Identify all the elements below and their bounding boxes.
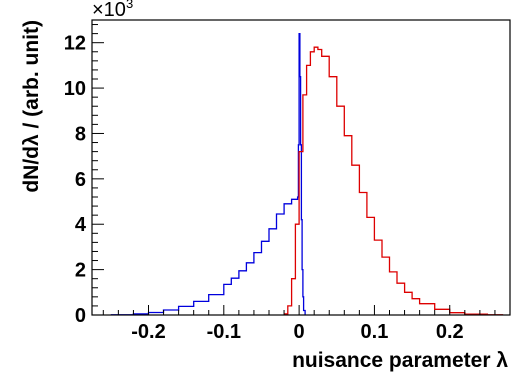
y-multiplier: ×103 <box>92 0 133 21</box>
data-layer <box>110 32 504 316</box>
y-multiplier-exp: 3 <box>126 0 133 11</box>
x-axis-title: nuisance parameter λ <box>292 349 508 372</box>
plot-frame <box>91 19 511 316</box>
y-axis-title: dN/dλ / (arb. unit) <box>20 20 43 193</box>
y-tick-label: 10 <box>64 78 86 100</box>
x-tick-label: 0 <box>294 321 305 343</box>
y-multiplier-base: ×10 <box>92 0 126 21</box>
y-tick-label: 4 <box>75 214 87 236</box>
x-tick-label: 0.1 <box>361 321 389 343</box>
labels-layer: -0.2 -0.1 0 0.1 0.2 0 2 4 6 8 10 12 <box>64 33 464 343</box>
x-tick-label: -0.2 <box>131 321 165 343</box>
x-tick-label: 0.2 <box>436 321 464 343</box>
y-tick-label: 2 <box>75 260 86 282</box>
series-1-line <box>110 32 306 316</box>
y-tick-label: 6 <box>75 169 86 191</box>
ticks-layer <box>92 24 511 316</box>
y-tick-label: 8 <box>75 123 86 145</box>
x-tick-label: -0.1 <box>207 321 241 343</box>
series-2-line <box>284 46 504 316</box>
y-tick-label: 12 <box>64 33 86 55</box>
y-tick-label: 0 <box>75 305 86 327</box>
